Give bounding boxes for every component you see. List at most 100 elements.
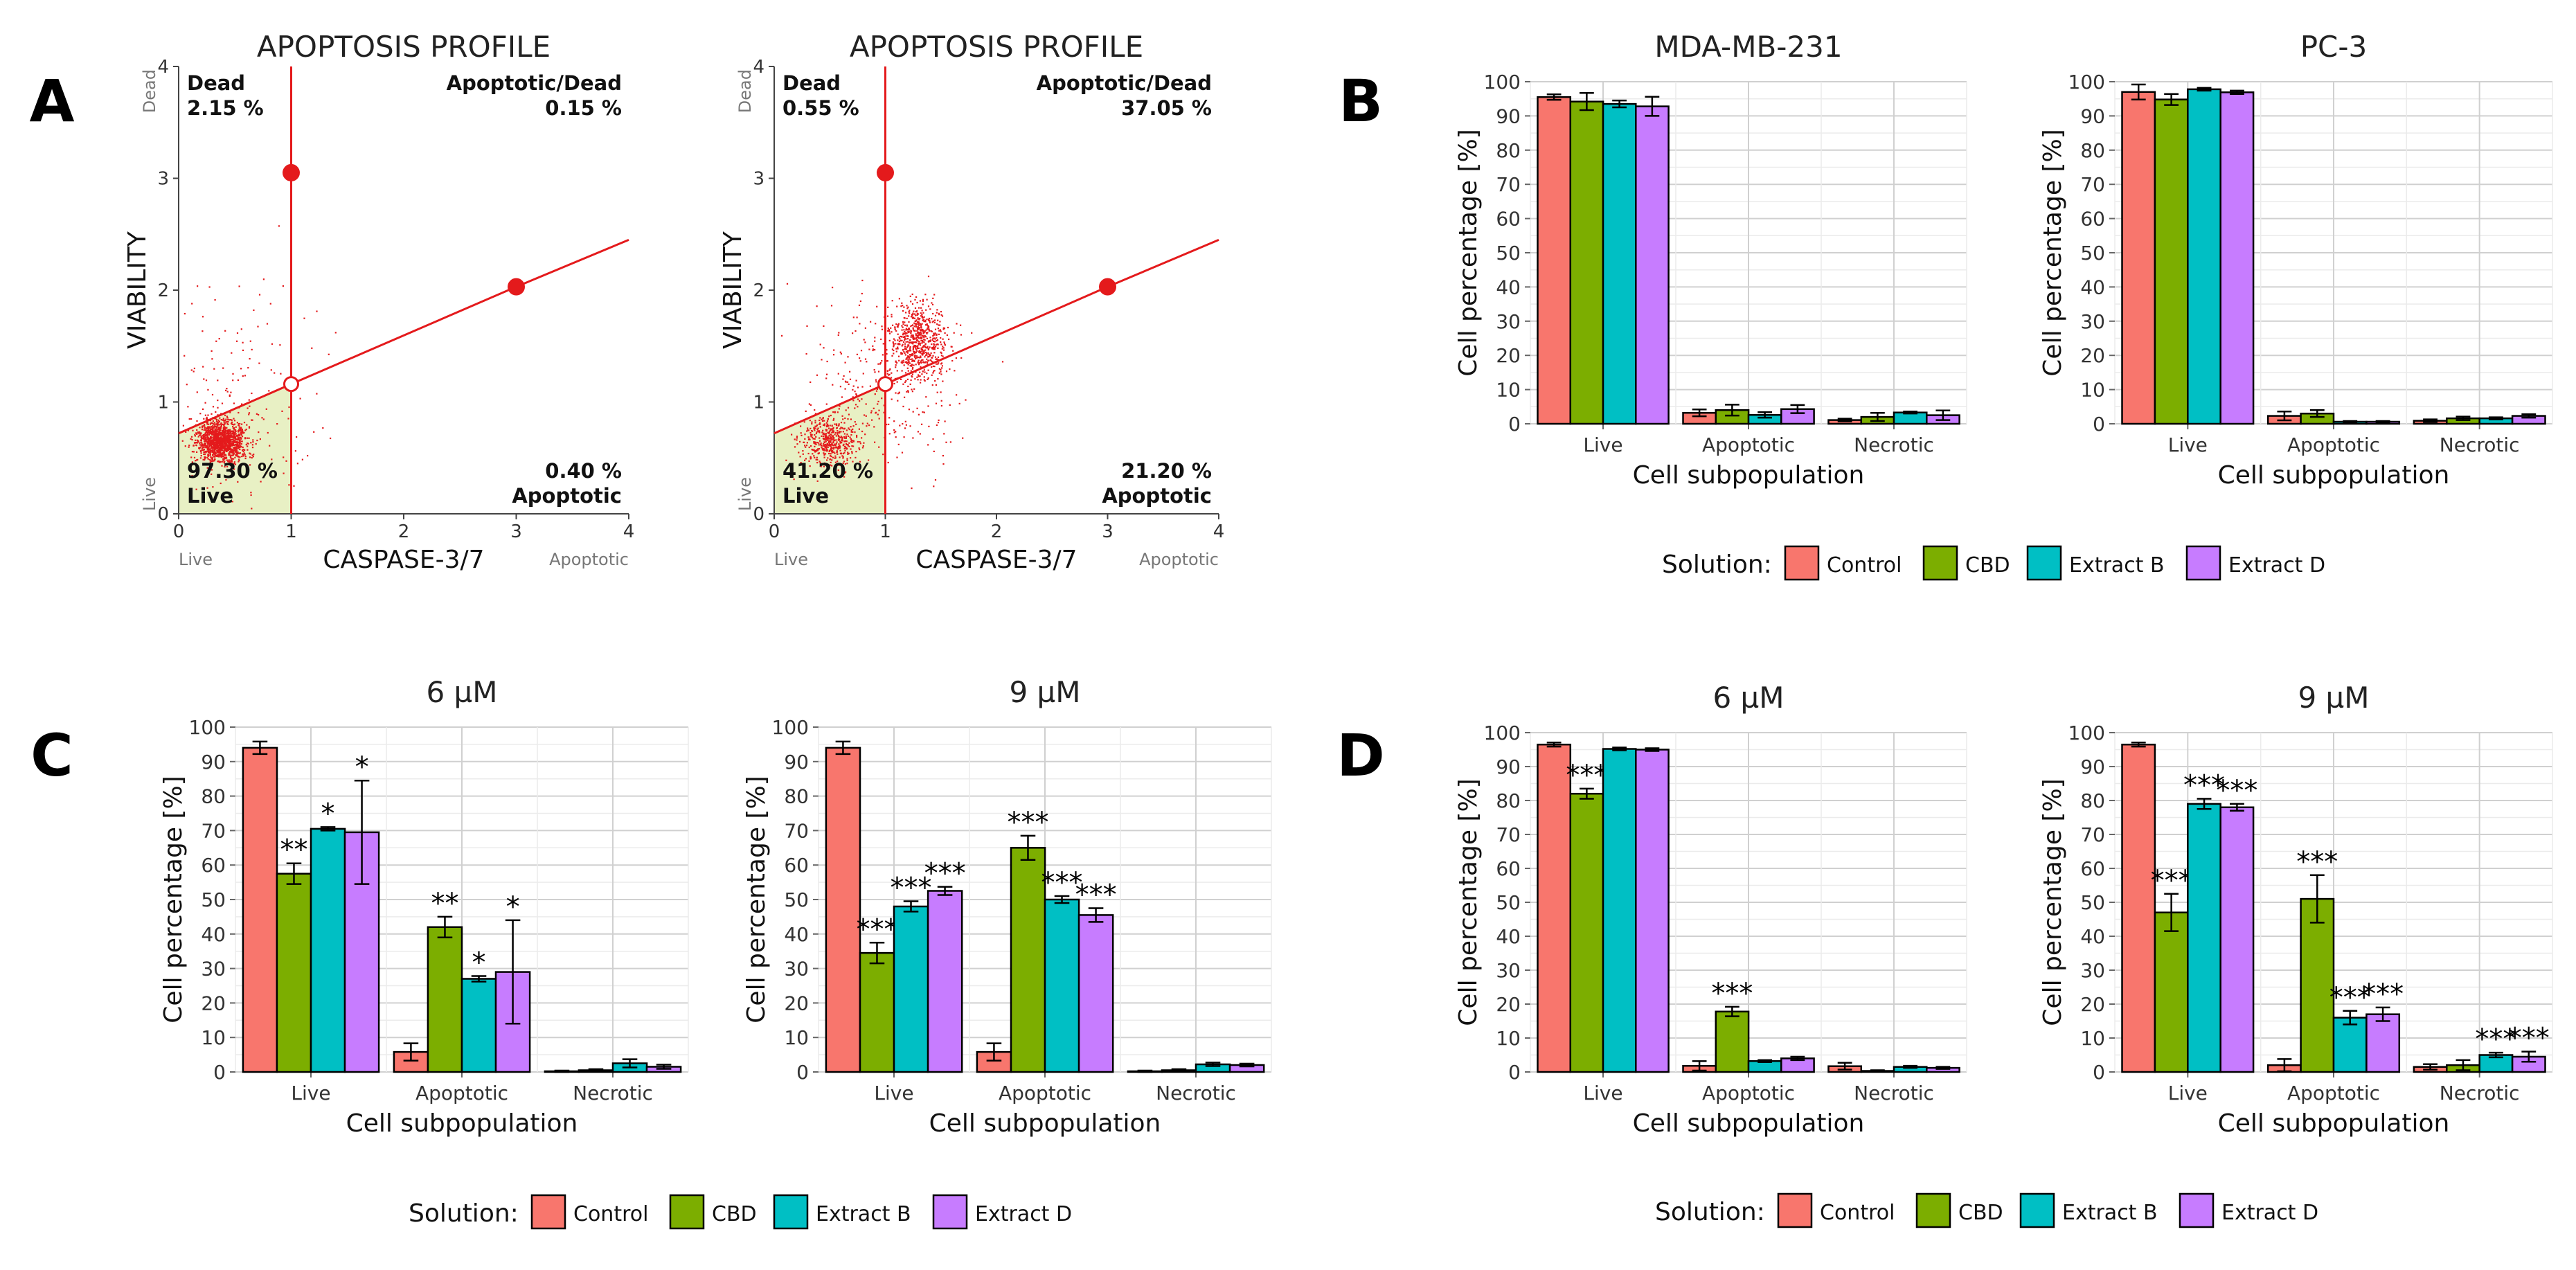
event-point [227,421,229,423]
event-point [796,436,798,438]
event-point [920,325,922,328]
event-point [897,393,900,395]
event-point [215,432,217,434]
event-point [807,438,810,440]
event-point [931,374,933,376]
event-point [828,431,830,433]
event-point [202,436,205,438]
event-point [876,305,878,307]
event-point [202,458,204,460]
bar-extract-d-live [2219,91,2255,425]
event-point [188,445,190,447]
event-point [839,428,841,430]
event-point [856,434,858,437]
legend-swatch [1784,545,1820,581]
event-point [213,436,215,438]
event-point [816,442,819,444]
event-point [888,369,891,371]
event-point [922,300,924,302]
event-point [819,423,821,425]
event-point [877,400,879,402]
event-point [907,346,909,348]
y-tick-label: 10 [201,1026,226,1049]
bar-extract-d-apoptotic [2365,1013,2401,1073]
event-point [889,332,891,334]
event-point [236,451,238,454]
event-point [217,460,219,463]
event-point [926,337,928,339]
event-point [825,447,828,449]
bar-cbd-apoptotic [427,926,463,1073]
event-point [904,352,906,355]
event-point [252,441,254,443]
event-point [212,406,215,408]
event-point [834,411,836,413]
event-point [902,334,904,336]
event-point [913,330,915,332]
event-point [843,375,845,377]
event-point [917,317,919,319]
event-point [901,339,903,341]
event-point [228,440,230,442]
event-point [224,460,226,463]
event-point [852,440,855,442]
event-point [832,445,834,447]
event-point [220,433,222,435]
event-point [190,438,192,440]
event-point [214,436,216,438]
event-point [819,431,821,433]
event-point [909,347,911,349]
event-point [869,385,871,387]
y-tick-label: 30 [784,958,809,981]
legend-swatch [2026,545,2062,581]
error-bar [1790,404,1805,414]
y-tick-label: 40 [201,923,226,946]
event-point [182,424,184,427]
event-point [227,423,229,425]
event-point [846,463,848,465]
event-point [240,443,242,445]
bar-extract-b-live [2187,88,2221,425]
event-point [805,410,807,412]
event-point [828,452,830,455]
plot-title: 9 µM [1009,675,1080,709]
event-point [903,350,905,353]
event-point [847,356,849,358]
event-point [212,458,214,460]
event-point [940,330,942,332]
event-point [311,347,313,349]
event-point [214,424,216,427]
event-point [293,485,295,487]
event-point [250,494,252,497]
event-point [911,325,913,327]
event-point [923,352,925,354]
event-point [234,440,236,442]
event-point [848,413,850,415]
event-point [893,344,895,347]
event-point [213,449,215,452]
event-point [951,359,954,362]
event-point [904,337,906,339]
event-point [910,334,913,337]
event-point [211,443,213,445]
event-point [248,426,251,428]
significance-marker: *** [891,872,932,904]
event-point [925,309,927,311]
event-point [207,443,209,445]
event-point [214,418,216,420]
event-point [841,442,843,444]
event-point [928,317,930,320]
error-bar [656,1064,672,1070]
event-point [813,427,815,429]
legend-item-control: Control [1777,1192,1895,1228]
event-point [816,425,818,427]
event-point [940,391,942,393]
event-point [937,356,940,358]
event-point [196,429,198,431]
event-point [208,447,210,449]
event-point [836,427,838,429]
event-point [231,430,233,433]
error-bar [1724,1005,1739,1017]
event-point [252,456,254,458]
event-point [912,313,914,315]
